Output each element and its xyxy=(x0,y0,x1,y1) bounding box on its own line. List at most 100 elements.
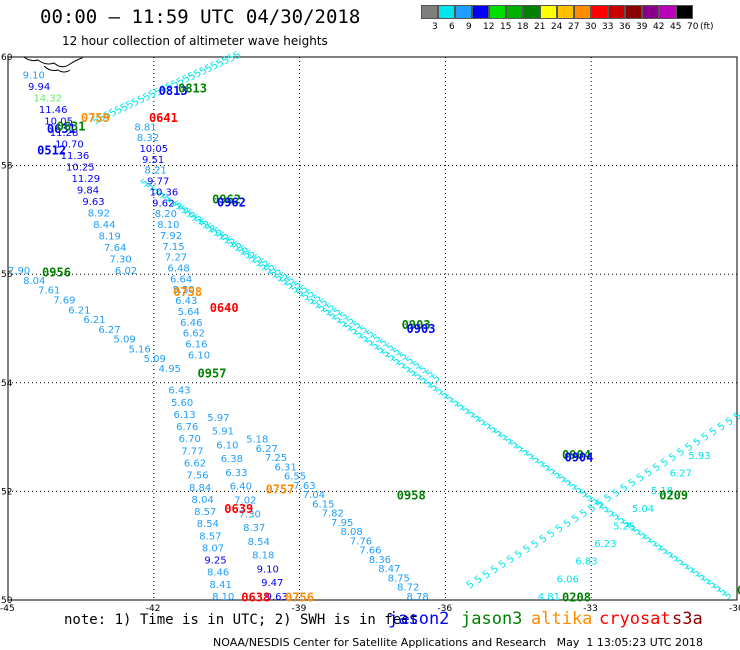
swh-mark-ne-track: 5 xyxy=(562,518,574,531)
swh-value: 8.20 xyxy=(155,209,177,220)
swh-mark-main-track: 5 xyxy=(182,207,194,220)
note-text: note: 1) Time is in UTC; 2) SWH is in fe… xyxy=(64,612,419,628)
swh-mark-second-track: 5 xyxy=(358,324,370,337)
swh-value: 6.21 xyxy=(83,315,105,326)
swh-value: 8.75 xyxy=(388,573,410,584)
swh-mark-north-track: 5 xyxy=(198,65,210,78)
swh-mark-main-track: 5 xyxy=(417,374,429,387)
swh-value: 7.15 xyxy=(162,242,184,253)
legend-jason3: jason3 xyxy=(461,609,523,629)
swh-mark-ne-track: 5 xyxy=(708,426,720,439)
swh-value: 7.82 xyxy=(322,509,344,520)
swh-mark-second-track: 5 xyxy=(371,332,383,345)
swh-mark-second-track: 5 xyxy=(365,328,377,341)
swh-mark-ne-track: 5 xyxy=(521,543,533,556)
colorbar-label: 27 xyxy=(568,22,580,32)
swh-mark-main-track: 5 xyxy=(701,575,713,588)
swh-mark-main-track: 5 xyxy=(316,302,328,315)
swh-mark-main-track: 5 xyxy=(524,450,536,463)
pass-time-label: 0638 xyxy=(241,591,270,605)
swh-mark-main-track: 5 xyxy=(583,491,595,504)
swh-value: 6.15 xyxy=(312,499,334,510)
swh-mark-second-track: 5 xyxy=(239,243,251,256)
swh-mark-main-track: 5 xyxy=(663,548,675,561)
swh-value: 6.64 xyxy=(170,274,192,285)
swh-mark-north-track: 5 xyxy=(175,76,187,89)
swh-value: 6.23 xyxy=(594,539,616,550)
swh-value: 8.10 xyxy=(212,592,234,603)
legend-cryosat: cryosat xyxy=(599,609,671,629)
colorbar-label: 33 xyxy=(602,22,614,32)
swh-mark-main-track: 5 xyxy=(482,419,494,432)
y-tick-label: 52 xyxy=(1,487,12,497)
swh-mark-second-track: 5 xyxy=(246,248,258,261)
colorbar-swatch xyxy=(506,5,523,19)
y-tick-label: 60 xyxy=(1,53,13,63)
swh-mark-main-track: 5 xyxy=(391,355,403,368)
swh-mark-second-track: 5 xyxy=(398,350,410,363)
pass-time-label: 0956 xyxy=(42,265,71,279)
swh-mark-main-track: 5 xyxy=(717,586,729,599)
swh-mark-second-track: 5 xyxy=(200,217,212,230)
swh-value: 11.46 xyxy=(39,105,68,116)
swh-mark-main-track: 5 xyxy=(460,404,472,417)
colorbar-swatch xyxy=(659,5,676,19)
colorbar-swatch xyxy=(540,5,557,19)
colorbar-label: 30 xyxy=(585,22,597,32)
swh-mark-second-track: 5 xyxy=(338,310,350,323)
swh-mark-main-track: 5 xyxy=(573,484,585,497)
swh-mark-ne-track: 5 xyxy=(667,451,679,464)
colorbar-label: 12 xyxy=(483,22,495,32)
swh-value: 7.63 xyxy=(293,481,315,492)
swh-mark-main-track: 5 xyxy=(423,378,435,391)
colorbar-swatch xyxy=(472,5,489,19)
swh-mark-main-track: 5 xyxy=(631,525,643,538)
swh-mark-main-track: 5 xyxy=(364,336,376,349)
swh-value: 9.25 xyxy=(204,556,226,567)
swh-mark-north-track: 5 xyxy=(136,94,148,107)
swh-mark-main-track: 5 xyxy=(653,541,665,554)
swh-value: 6.40 xyxy=(230,482,252,493)
swh-value: 7.90 xyxy=(8,266,30,277)
swh-mark-ne-track: 5 xyxy=(578,507,590,520)
swh-mark-main-track: 5 xyxy=(155,188,167,201)
pass-time-label: 0759 xyxy=(81,111,110,125)
pass-time-label: 0512 xyxy=(37,144,66,158)
swh-mark-second-track: 5 xyxy=(259,257,271,270)
pass-time-label: 0903 xyxy=(407,322,436,336)
swh-value: 6.83 xyxy=(575,557,597,568)
swh-mark-main-track: 5 xyxy=(246,253,258,266)
swh-value: 6.13 xyxy=(174,410,196,421)
swh-value: 8.08 xyxy=(340,527,362,538)
swh-value: 9.77 xyxy=(147,177,169,188)
swh-mark-main-track: 5 xyxy=(578,488,590,501)
swh-mark-second-track: 5 xyxy=(345,315,357,328)
swh-mark-main-track: 5 xyxy=(637,529,649,542)
y-tick-label: 56 xyxy=(1,270,13,280)
swh-mark-main-track: 5 xyxy=(214,230,226,243)
coastline xyxy=(43,65,71,73)
swh-mark-main-track: 5 xyxy=(268,268,280,281)
swh-value: 5.93 xyxy=(688,451,710,462)
pass-time-label: 0758 xyxy=(173,285,202,299)
swh-mark-second-track: 5 xyxy=(351,319,363,332)
swh-mark-main-track: 5 xyxy=(353,329,365,342)
swh-mark-main-track: 5 xyxy=(615,514,627,527)
swh-mark-ne-track: 5 xyxy=(659,456,671,469)
swh-mark-second-track: 5 xyxy=(266,261,278,274)
swh-mark-main-track: 5 xyxy=(300,291,312,304)
swh-mark-main-track: 5 xyxy=(380,347,392,360)
swh-value: 7.76 xyxy=(350,536,372,547)
swh-mark-ne-track: 5 xyxy=(530,538,542,551)
swh-mark-main-track: 5 xyxy=(369,340,381,353)
swh-value: 6.33 xyxy=(225,468,247,479)
swh-value: 6.27 xyxy=(256,444,278,455)
swh-value: 6.27 xyxy=(98,325,120,336)
swh-mark-main-track: 5 xyxy=(193,215,205,228)
swh-mark-ne-track: 5 xyxy=(602,492,614,505)
swh-mark-north-track: 5 xyxy=(113,104,125,117)
swh-mark-main-track: 5 xyxy=(203,223,215,236)
swh-mark-north-track: 5 xyxy=(169,78,181,91)
swh-mark-ne-track: 5 xyxy=(716,421,728,434)
swh-mark-ne-track: 5 xyxy=(546,528,558,541)
